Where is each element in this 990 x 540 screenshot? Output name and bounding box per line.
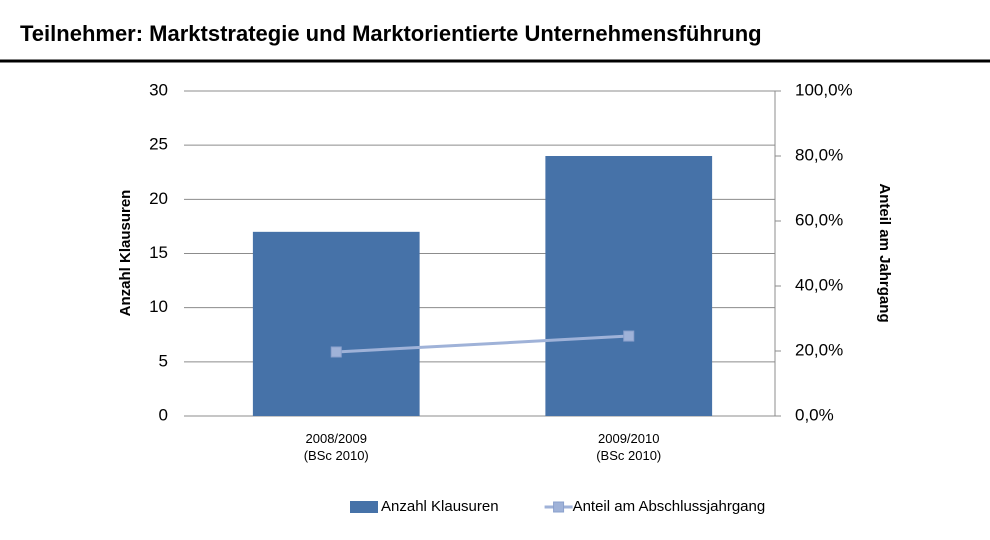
y-tick-label: 25 <box>149 135 168 154</box>
y2-axis-label: Anteil am Jahrgang <box>876 183 893 322</box>
y2-tick-label: 20,0% <box>795 340 843 359</box>
legend-swatch <box>350 501 378 513</box>
y-tick-label: 5 <box>159 351 168 370</box>
legend-label: Anteil am Abschlussjahrgang <box>573 498 766 515</box>
y2-tick-label: 60,0% <box>795 210 843 229</box>
y-axis-label: Anzahl Klausuren <box>117 190 134 317</box>
x-tick-label: 2008/2009 (BSc 2010) <box>304 431 369 463</box>
marker <box>330 346 342 358</box>
page-title: Teilnehmer: Marktstrategie und Marktorie… <box>20 21 762 46</box>
y-tick-label: 30 <box>149 80 168 99</box>
bar <box>545 156 713 416</box>
y2-tick-label: 100,0% <box>795 80 853 99</box>
legend-marker <box>553 501 565 513</box>
y-tick-label: 20 <box>149 189 168 208</box>
y2-tick-label: 40,0% <box>795 275 843 294</box>
y2-tick-label: 80,0% <box>795 145 843 164</box>
line <box>336 334 629 354</box>
y-tick-label: 15 <box>149 243 168 262</box>
marker <box>623 330 635 342</box>
y-tick-label: 0 <box>159 405 168 424</box>
y2-tick-label: 0,0% <box>795 405 834 424</box>
bar <box>252 231 420 416</box>
y-tick-label: 10 <box>149 297 168 316</box>
legend-label: Anzahl Klausuren <box>381 498 499 515</box>
x-tick-label: 2009/2010 (BSc 2010) <box>596 431 661 463</box>
